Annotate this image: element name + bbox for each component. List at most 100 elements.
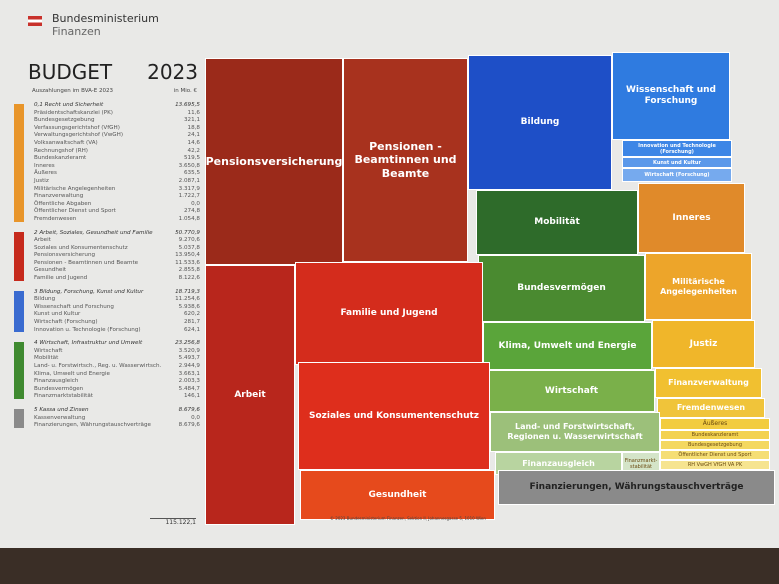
list-item: Verwaltungsgerichtshof (VwGH) 24,1 [34, 132, 200, 140]
page-title: BUDGET 2023 [28, 60, 198, 84]
list-item: Pensionen - Beamtinnen und Beamte 11.533,… [34, 260, 200, 268]
treemap-tile[interactable]: Mobilität [476, 190, 638, 255]
tile-label: Inneres [672, 212, 711, 223]
item-value: 0,0 [191, 414, 200, 421]
item-label: Bildung [34, 296, 56, 303]
group-header: 5 Kassa und Zinsen 8.679,6 [34, 407, 200, 415]
treemap-tile[interactable]: Bildung [468, 55, 612, 190]
treemap-tile[interactable]: Bundeskanzleramt [660, 430, 770, 440]
item-label: 2 Arbeit, Soziales, Gesundheit und Famil… [34, 229, 153, 236]
screen: Bundesministerium Finanzen BUDGET 2023 A… [0, 0, 779, 548]
treemap-tile[interactable]: Soziales und Konsumentenschutz [298, 362, 490, 470]
treemap-tile[interactable]: Gesundheit [300, 470, 495, 520]
treemap-tile[interactable]: Innovation und Technologie (Forschung) [622, 140, 732, 157]
item-label: Kunst und Kultur [34, 311, 81, 318]
tile-label: RH VwGH VfGH VA PK [687, 462, 743, 468]
list-item: Familie und Jugend 8.122,6 [34, 275, 200, 283]
list-item: Wirtschaft (Forschung) 281,7 [34, 319, 200, 327]
list-item: Gesundheit 2.855,8 [34, 267, 200, 275]
item-label: Kassenverwaltung [34, 414, 86, 421]
item-value: 146,1 [183, 393, 200, 400]
item-value: 2.944,9 [178, 363, 200, 369]
item-label: Öffentlicher Dienst und Sport [34, 208, 116, 215]
item-value: 5.484,7 [178, 385, 200, 392]
treemap-tile[interactable]: Land- und Forstwirtschaft, Regionen u. W… [490, 412, 660, 452]
item-value: 11.533,6 [175, 259, 200, 266]
list-item: Klima, Umwelt und Energie 3.663,1 [34, 371, 200, 379]
tile-label: Wissenschaft und Forschung [625, 85, 717, 106]
ministry-logo: Bundesministerium Finanzen [28, 12, 159, 38]
tile-label: Pensionsversicherung [205, 154, 343, 168]
tile-label: Arbeit [234, 389, 266, 400]
item-label: Bundeskanzleramt [34, 155, 87, 162]
treemap-tile[interactable]: Bundesgesetzgebung [660, 440, 770, 450]
treemap-tile[interactable]: Wirtschaft (Forschung) [622, 168, 732, 182]
item-value: 13.695,5 [175, 102, 200, 108]
item-label: Präsidentschaftskanzlei (PK) [34, 109, 113, 116]
item-value: 1.054,8 [178, 215, 200, 222]
item-value: 11.254,6 [175, 296, 200, 303]
list-item: Arbeit 9.270,6 [34, 237, 200, 245]
list-item: Bundesvermögen 5.484,7 [34, 386, 200, 394]
treemap-tile[interactable]: Finanzierungen, Währungstauschverträge [498, 470, 775, 505]
item-value: 620,2 [183, 311, 200, 318]
treemap-tile[interactable]: Militärische Angelegenheiten [645, 253, 752, 320]
item-label: 0,1 Recht und Sicherheit [34, 102, 104, 108]
group-color-bar [14, 104, 24, 222]
treemap-tile[interactable]: Pensionen - Beamtinnen und Beamte [343, 58, 468, 262]
subtitle-text: Auszahlungen im BVA-E 2023 [32, 88, 113, 94]
item-label: Äußeres [34, 170, 57, 177]
item-value: 3.317,9 [178, 185, 200, 192]
treemap-tile[interactable]: Öffentlicher Dienst und Sport [660, 450, 770, 460]
item-value: 11,6 [187, 109, 200, 116]
treemap-tile[interactable]: Arbeit [205, 265, 295, 525]
treemap-tile[interactable]: Familie und Jugend [295, 262, 483, 365]
budget-group: 0,1 Recht und Sicherheit 13.695,5 Präsiden… [14, 102, 200, 224]
treemap-tile[interactable]: Finanzverwaltung [655, 368, 762, 398]
list-item: Justiz 2.087,1 [34, 178, 200, 186]
treemap-tile[interactable]: Pensionsversicherung [205, 58, 343, 265]
tile-label: Bundeskanzleramt [691, 432, 739, 438]
ministry-name: Bundesministerium [52, 12, 159, 25]
group-color-bar [14, 231, 24, 281]
item-value: 274,8 [183, 208, 200, 215]
tile-label: Justiz [689, 338, 718, 349]
treemap-tile[interactable]: Inneres [638, 183, 745, 253]
item-value: 3.663,1 [178, 370, 200, 377]
treemap-tile[interactable]: Wissenschaft und Forschung [612, 52, 730, 140]
item-label: Rechnungshof (RH) [34, 147, 88, 154]
item-label: Klima, Umwelt und Energie [34, 370, 110, 377]
group-color-bar [14, 342, 24, 399]
list-item: Bundesgesetzgebung 321,1 [34, 117, 200, 125]
treemap-tile[interactable]: Wirtschaft [488, 370, 655, 412]
item-label: 4 Wirtschaft, Infrastruktur und Umwelt [34, 340, 143, 347]
treemap-tile[interactable]: Justiz [652, 320, 755, 368]
budget-list: 0,1 Recht und Sicherheit 13.695,5 Präsiden… [14, 102, 200, 436]
list-item: Wirtschaft 3.520,9 [34, 348, 200, 356]
list-item: Finanzmarktstabilität 146,1 [34, 393, 200, 401]
treemap-tile[interactable]: RH VwGH VfGH VA PK [660, 460, 770, 470]
list-item: Bundeskanzleramt 519,5 [34, 155, 200, 163]
item-label: Inneres [34, 162, 55, 169]
item-value: 8.679,6 [178, 422, 200, 429]
item-value: 18.719,3 [175, 288, 200, 295]
treemap-tile[interactable]: Fremdenwesen [657, 398, 765, 418]
tile-label: Soziales und Konsumentenschutz [308, 410, 480, 421]
list-item: Fremdenwesen 1.054,8 [34, 216, 200, 224]
item-label: Arbeit [34, 237, 51, 244]
list-item: Soziales und Konsumentenschutz 5.037,8 [34, 245, 200, 253]
treemap-tile[interactable]: Kunst und Kultur [622, 157, 732, 168]
group-header: 4 Wirtschaft, Infrastruktur und Umwelt 23… [34, 340, 200, 348]
treemap-tile[interactable]: Bundesvermögen [478, 255, 645, 322]
list-item: Militärische Angelegenheiten 3.317,9 [34, 186, 200, 194]
item-label: 5 Kassa und Zinsen [34, 406, 89, 413]
list-item: Pensionsversicherung 13.950,4 [34, 252, 200, 260]
group-color-bar [14, 290, 24, 333]
treemap-tile[interactable]: Äußeres [660, 418, 770, 430]
item-label: Gesundheit [34, 267, 67, 274]
list-item: Öffentliche Abgaben 0,0 [34, 201, 200, 209]
item-value: 1.722,7 [178, 193, 200, 200]
tile-label: Fremdenwesen [676, 403, 746, 413]
treemap-tile[interactable]: Klima, Umwelt und Energie [483, 322, 652, 370]
budget-group: 5 Kassa und Zinsen 8.679,6 Kassenverwaltun… [14, 407, 200, 430]
